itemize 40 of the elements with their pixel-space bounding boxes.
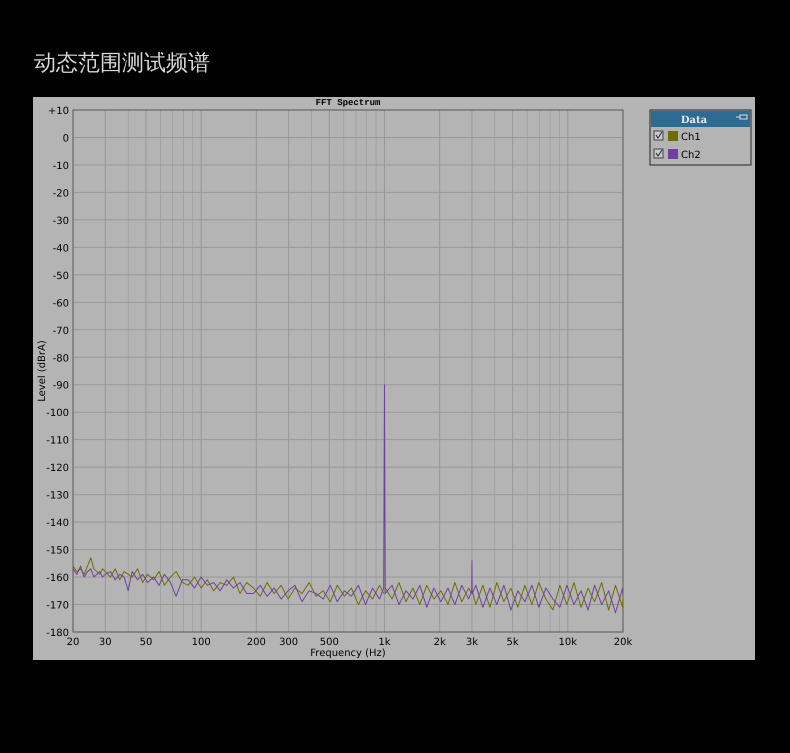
x-tick-label: 2k xyxy=(434,637,446,648)
y-tick-label: -40 xyxy=(52,243,69,254)
x-axis-title: Frequency (Hz) xyxy=(310,648,386,659)
y-tick-label: -50 xyxy=(52,270,69,282)
x-tick-label: 20k xyxy=(614,637,632,648)
x-tick-label: 200 xyxy=(246,637,266,648)
y-tick-label: -140 xyxy=(46,518,69,530)
x-tick-label: 1k xyxy=(378,637,391,648)
y-tick-label: -100 xyxy=(46,408,69,420)
y-tick-label: -160 xyxy=(46,573,69,584)
x-tick-label: 50 xyxy=(140,637,152,648)
y-tick-label: -20 xyxy=(52,188,69,200)
y-tick-label: -150 xyxy=(46,546,69,557)
y-tick-label: -120 xyxy=(46,463,69,474)
x-tick-label: 300 xyxy=(279,637,298,648)
x-tick-label: 10k xyxy=(558,637,578,648)
chart-subtitle: FFT Spectrum xyxy=(316,98,382,108)
y-tick-label: -90 xyxy=(52,380,69,392)
y-tick-label: -170 xyxy=(46,600,69,612)
x-tick-label: 20 xyxy=(66,637,80,648)
x-tick-label: 5k xyxy=(506,637,519,648)
y-tick-label: -180 xyxy=(46,628,69,639)
x-tick-label: 30 xyxy=(98,637,112,648)
y-tick-label: -70 xyxy=(52,326,69,337)
y-tick-label: -110 xyxy=(46,436,69,447)
y-tick-label: -60 xyxy=(52,298,69,310)
y-tick-label: -30 xyxy=(52,216,69,227)
y-tick-label: +10 xyxy=(48,106,69,117)
x-tick-label: 500 xyxy=(320,637,339,648)
legend-label: Ch1 xyxy=(681,132,701,143)
chart-title: 动态范围测试频谱 xyxy=(34,51,210,76)
legend-label: Ch2 xyxy=(681,150,701,161)
y-tick-label: -10 xyxy=(52,160,69,172)
y-tick-label: -80 xyxy=(52,353,69,364)
y-tick-label: 0 xyxy=(62,133,69,144)
x-tick-label: 100 xyxy=(192,637,211,648)
legend-title: Data xyxy=(680,115,708,126)
y-tick-label: -130 xyxy=(46,490,69,502)
x-tick-label: 3k xyxy=(466,637,478,648)
y-axis-title: Level (dBrA) xyxy=(37,340,48,402)
